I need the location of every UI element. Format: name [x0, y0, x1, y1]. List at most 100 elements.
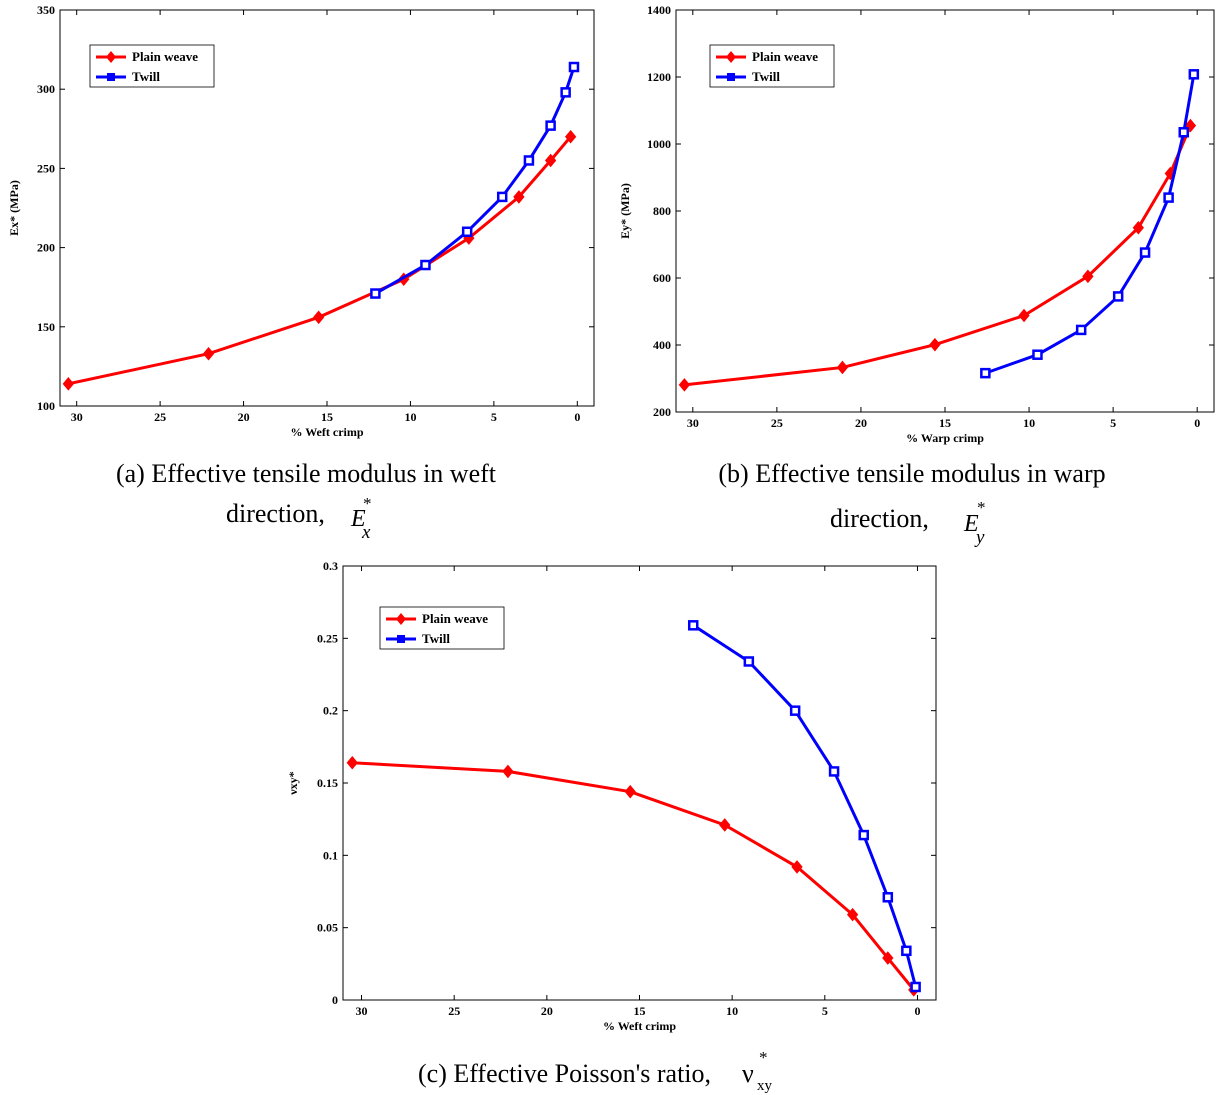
y-tick-label: 0.25: [317, 631, 338, 645]
caption-b-symbol: E: [963, 511, 979, 537]
caption-c: (c) Effective Poisson's ratio, ν * xy: [418, 1048, 773, 1094]
y-axis-label: Ey* (MPa): [618, 183, 632, 239]
x-tick-label: 0: [574, 410, 580, 424]
x-tick-label: 15: [939, 416, 951, 430]
x-tick-label: 5: [822, 1004, 828, 1018]
caption-a: (a) Effective tensile modulus in weft di…: [116, 459, 497, 543]
series-line: [692, 624, 918, 988]
data-point: [828, 766, 840, 777]
data-point: [791, 860, 803, 874]
data-point: [461, 226, 473, 238]
series-line: [68, 135, 572, 386]
legend: Plain weave Twill: [709, 44, 835, 88]
y-tick-label: 600: [653, 271, 671, 285]
y-tick-label: 0.05: [317, 921, 338, 935]
data-point: [743, 656, 755, 667]
legend-label: Plain weave: [132, 49, 198, 64]
data-point: [1178, 127, 1189, 138]
data-point: [687, 620, 699, 631]
y-tick-label: 200: [653, 405, 671, 419]
x-tick-label: 10: [404, 410, 416, 424]
chart-warp-modulus: 30 25 20 15 10 5 0 200 400 600 800 1000 1200 1400 % Wa…: [618, 3, 1215, 445]
y-tick-label: 150: [37, 320, 55, 334]
data-point: [560, 87, 571, 98]
data-point: [370, 288, 381, 299]
caption-b-line2: direction,: [830, 504, 929, 533]
data-point: [929, 337, 941, 352]
series-plain-weave: [62, 129, 577, 391]
data-point: [901, 945, 912, 957]
legend: Plain weave Twill: [89, 44, 215, 88]
data-point: [523, 155, 535, 166]
legend-label: Twill: [752, 69, 780, 84]
legend-marker: [107, 73, 115, 81]
y-tick-label: 400: [653, 338, 671, 352]
y-tick-label: 800: [653, 204, 671, 218]
x-tick-label: 15: [634, 1004, 646, 1018]
y-tick-label: 100: [37, 399, 55, 413]
y-tick-label: 0.15: [317, 776, 338, 790]
data-point: [545, 120, 556, 131]
x-tick-label: 5: [1110, 416, 1116, 430]
data-point: [836, 360, 849, 375]
y-tick-label: 350: [37, 3, 55, 17]
legend-marker: [726, 51, 736, 63]
data-point: [1163, 192, 1174, 203]
y-tick-label: 1400: [647, 3, 671, 17]
series-line: [374, 66, 576, 295]
legend-label: Plain weave: [752, 49, 818, 64]
x-tick-label: 20: [855, 416, 867, 430]
y-axis-label: νxy*: [286, 771, 300, 795]
data-point: [346, 755, 358, 770]
x-tick-label: 25: [771, 416, 783, 430]
y-tick-label: 0.2: [323, 704, 338, 718]
y-tick-label: 250: [37, 161, 55, 175]
data-point: [62, 377, 74, 391]
data-point: [1018, 308, 1030, 323]
series-line: [984, 74, 1196, 375]
y-tick-label: 200: [37, 241, 55, 255]
data-point: [624, 784, 636, 799]
x-tick-label: 5: [491, 410, 497, 424]
data-point: [496, 191, 508, 203]
y-tick-label: 1200: [647, 70, 671, 84]
y-tick-label: 0.3: [323, 559, 338, 573]
legend-marker: [397, 635, 405, 643]
data-point: [564, 129, 577, 144]
y-tick-label: 1000: [647, 137, 671, 151]
caption-c-line1: (c) Effective Poisson's ratio,: [418, 1059, 711, 1088]
data-point: [313, 310, 325, 325]
x-tick-label: 20: [238, 410, 250, 424]
data-point: [678, 378, 691, 392]
legend-marker: [727, 73, 735, 81]
series-line: [352, 761, 915, 991]
caption-a-line2: direction,: [226, 499, 325, 528]
x-tick-label: 30: [71, 410, 83, 424]
data-point: [544, 153, 557, 168]
data-point: [882, 951, 894, 965]
x-tick-label: 30: [687, 416, 699, 430]
series-plain-weave: [678, 118, 1197, 392]
x-tick-label: 15: [321, 410, 333, 424]
x-tick-label: 0: [914, 1004, 920, 1018]
data-point: [568, 61, 580, 73]
legend-marker: [106, 51, 116, 63]
caption-b: (b) Effective tensile modulus in warp di…: [718, 459, 1105, 548]
legend-label: Plain weave: [422, 611, 488, 626]
data-point: [1112, 291, 1124, 302]
y-axis-label: Ex* (MPa): [7, 180, 21, 236]
x-axis-label: % Warp crimp: [906, 431, 984, 445]
data-point: [910, 981, 921, 993]
series-plain-weave: [346, 755, 920, 997]
caption-c-sub: xy: [757, 1078, 773, 1094]
data-point: [502, 764, 514, 779]
caption-c-sup: *: [759, 1048, 768, 1067]
series-line: [684, 124, 1192, 387]
legend-label: Twill: [132, 69, 160, 84]
legend: Plain weave Twill: [379, 606, 505, 650]
caption-a-line1: (a) Effective tensile modulus in weft: [116, 459, 497, 488]
caption-a-sub: x: [361, 522, 371, 543]
caption-a-sup: *: [363, 494, 372, 513]
